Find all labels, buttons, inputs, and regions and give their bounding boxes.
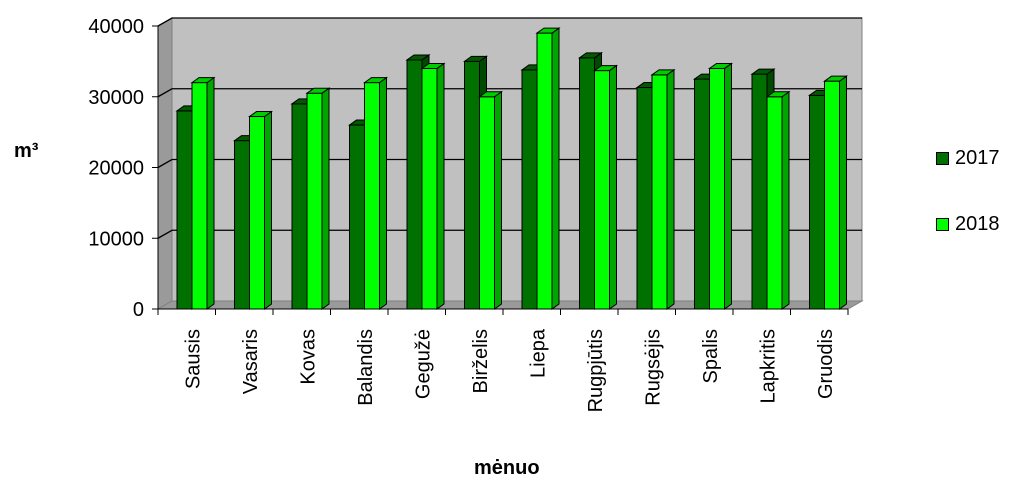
bar-front (421, 67, 438, 310)
bar-front (364, 82, 380, 310)
bar-side (436, 62, 445, 310)
bar-2018-Rugpjūtis (592, 64, 619, 310)
bar-front (579, 57, 595, 310)
bar-2018-Balandis (362, 76, 389, 310)
bar-side (609, 64, 617, 310)
x-tick-label: Rugsėjis (642, 329, 664, 406)
bar-side (379, 76, 387, 310)
bar-side (264, 110, 272, 310)
bar-top (462, 55, 489, 62)
bar-2018-Lapkritis (765, 90, 791, 310)
bar-top (765, 91, 791, 98)
bar-side (724, 62, 732, 310)
y-axis-label: m³ (14, 140, 39, 162)
x-tick-label: Liepa (527, 328, 549, 378)
bar-2018-Birželis (477, 90, 504, 310)
bar-front (766, 96, 783, 310)
x-tick-label: Kovas (297, 329, 319, 385)
legend-swatch-2018 (936, 217, 949, 231)
x-axis-ticks: Sausis Vasaris Kovas Balandis Gegužė Birželis… (157, 308, 849, 412)
gridline (157, 229, 862, 239)
legend-item-2018: 2018 (936, 212, 1000, 236)
bar-front (824, 80, 840, 310)
bar-2018-Gegužė (420, 62, 446, 310)
x-tick-label: Lapkritis (757, 329, 779, 403)
y-tick-label: 0 (133, 299, 144, 321)
bar-side (494, 90, 502, 310)
bar-front (594, 70, 610, 310)
gridline (157, 88, 862, 98)
legend-swatch-2017 (936, 151, 949, 165)
bar-2018-Rugsėjis (650, 68, 676, 310)
gridlines (157, 17, 862, 239)
gridline (157, 158, 862, 169)
bar-front (249, 116, 265, 310)
bar-front (291, 103, 308, 310)
legend: 2017 2018 (936, 146, 1000, 278)
y-tick-label: 20000 (88, 158, 144, 180)
x-tick-label: Balandis (355, 329, 377, 406)
bar-top (750, 68, 776, 75)
bar-front (709, 67, 725, 310)
bar-top (405, 54, 431, 61)
bar-front (306, 92, 323, 310)
bars (175, 27, 849, 310)
x-tick-label: Rugpjūtis (585, 329, 607, 412)
bar-top (305, 87, 331, 94)
bar-top (535, 27, 561, 34)
bar-front (406, 59, 423, 310)
bar-front (809, 94, 825, 310)
x-tick-label: Gruodis (815, 329, 837, 399)
bar-front (536, 32, 553, 310)
bar-front (349, 124, 365, 310)
bar-top (477, 91, 504, 98)
bar-front (521, 69, 538, 310)
bar-top (650, 69, 676, 76)
bar-front (479, 96, 495, 310)
bar-front (191, 82, 208, 310)
bar-2018-Liepa (535, 27, 561, 310)
gridline (157, 17, 862, 27)
x-tick-label: Vasaris (240, 329, 262, 394)
legend-label-2018: 2018 (955, 212, 1000, 235)
bar-2018-Gruodis (822, 75, 849, 310)
bar-side (839, 75, 847, 310)
bar-front (234, 140, 250, 310)
y-tick-label: 30000 (88, 87, 144, 109)
bar-front (464, 60, 480, 310)
legend-label-2017: 2017 (955, 146, 1000, 169)
bar-top (592, 65, 619, 72)
x-tick-label: Spalis (700, 329, 722, 383)
bar-2018-Spalis (707, 62, 734, 310)
bar-top (822, 75, 849, 82)
legend-item-2017: 2017 (936, 146, 1000, 170)
bar-top (707, 62, 734, 69)
bar-side (781, 90, 790, 310)
bar-front (636, 87, 653, 310)
bar-top (247, 111, 274, 118)
bar-front (751, 73, 768, 310)
bar-top (577, 52, 604, 59)
bar-front (651, 74, 668, 310)
bar-top (190, 77, 216, 84)
bar-2018-Vasaris (247, 110, 274, 310)
bar-side (551, 27, 560, 310)
bar-top (362, 77, 389, 84)
y-tick-label: 10000 (88, 228, 144, 250)
x-tick-label: Sausis (182, 329, 204, 389)
bar-2018-Sausis (190, 76, 216, 310)
x-tick-label: Birželis (470, 329, 492, 393)
bar-side (666, 68, 675, 310)
bar-side (206, 76, 215, 310)
bar-top (420, 62, 446, 69)
bar-front (694, 78, 710, 310)
y-axis-ticks: 0 10000 20000 30000 40000 (88, 16, 159, 321)
y-tick-label: 40000 (88, 16, 144, 38)
x-axis-label: mėnuo (474, 457, 540, 479)
bar-side (321, 87, 330, 310)
bar-2018-Kovas (305, 87, 331, 310)
x-tick-label: Gegužė (412, 329, 434, 399)
bar-front (176, 110, 193, 310)
